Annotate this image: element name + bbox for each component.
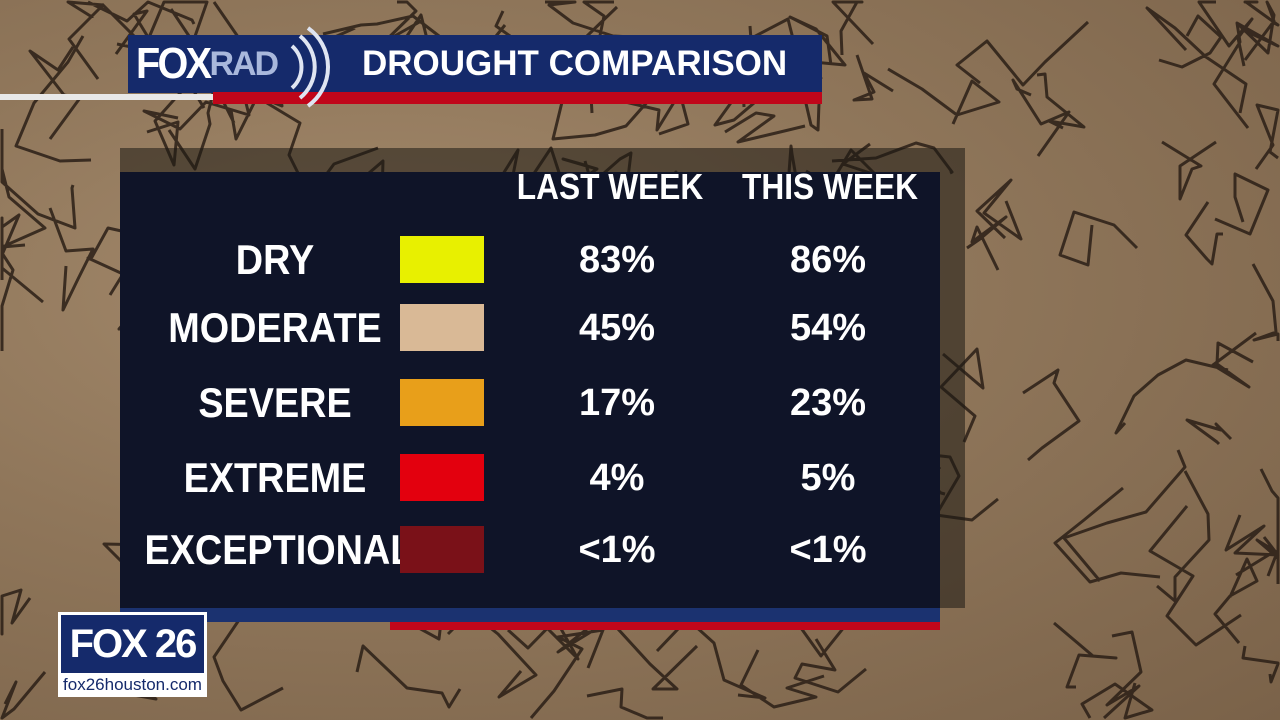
- table-row: SEVERE 17% 23%: [0, 378, 1280, 428]
- comparison-panel: [120, 172, 940, 608]
- header-red-strip: [213, 92, 822, 104]
- this-week-value: 23%: [789, 382, 867, 424]
- category-swatch: [400, 454, 484, 501]
- last-week-value: <1%: [578, 529, 656, 571]
- foxrad-logo: FOX RAD: [136, 38, 279, 90]
- table-row: DRY 83% 86%: [0, 235, 1280, 285]
- logo-fox-text: FOX: [136, 39, 212, 88]
- this-week-value: 54%: [789, 307, 867, 349]
- header-bar: [128, 35, 822, 93]
- graphic-title: DROUGHT COMPARISON: [362, 44, 788, 83]
- category-swatch: [400, 379, 484, 426]
- category-label: DRY: [235, 236, 315, 283]
- column-header-last-week: LAST WEEK: [516, 166, 704, 207]
- this-week-value: 5%: [800, 457, 856, 499]
- panel-blue-strip: [120, 608, 940, 622]
- category-swatch: [400, 526, 484, 573]
- radar-waves-icon: [290, 26, 331, 108]
- category-label: SEVERE: [198, 379, 352, 426]
- last-week-value: 83%: [578, 239, 656, 281]
- last-week-value: 45%: [578, 307, 656, 349]
- this-week-value: <1%: [789, 529, 867, 571]
- table-row: EXTREME 4% 5%: [0, 453, 1280, 503]
- station-url: fox26houston.com: [63, 675, 202, 694]
- last-week-value: 4%: [589, 457, 645, 499]
- table-row: EXCEPTIONAL <1% <1%: [0, 525, 1280, 575]
- fox26-logo-text: FOX 26: [61, 615, 204, 673]
- category-label: EXTREME: [183, 454, 367, 501]
- last-week-value: 17%: [578, 382, 656, 424]
- fox26-logo: FOX 26 fox26houston.com: [58, 612, 207, 697]
- this-week-value: 86%: [789, 239, 867, 281]
- column-header-this-week: THIS WEEK: [741, 166, 918, 207]
- category-label: EXCEPTIONAL: [144, 526, 414, 573]
- category-label: MODERATE: [168, 304, 382, 351]
- category-swatch: [400, 304, 484, 351]
- header-accent-line: [0, 94, 213, 100]
- table-row: MODERATE 45% 54%: [0, 303, 1280, 353]
- logo-rad-text: RAD: [209, 44, 279, 83]
- panel-red-strip: [390, 622, 940, 630]
- category-swatch: [400, 236, 484, 283]
